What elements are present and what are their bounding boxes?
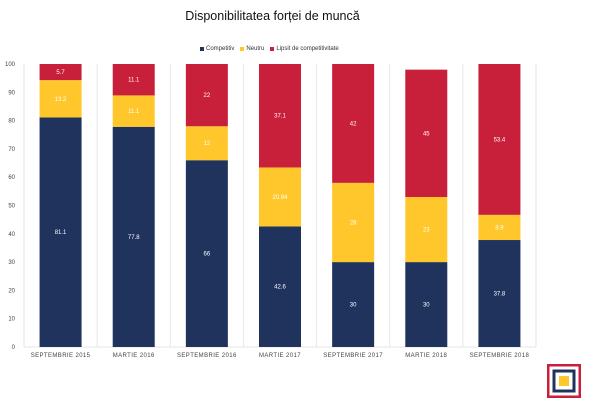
y-tick-label: 30 — [8, 260, 15, 266]
bar-segment — [39, 117, 82, 347]
data-label: 23 — [423, 228, 430, 234]
legend-item-0: Competitiv — [200, 46, 234, 52]
data-label: 30 — [350, 303, 357, 309]
legend-label: Neutru — [246, 46, 265, 52]
legend-item-1: Neutru — [240, 46, 264, 52]
data-label: 37.1 — [274, 114, 286, 120]
bar-segment — [112, 95, 155, 127]
legend-label: Competitiv — [206, 46, 235, 52]
data-label: 20.84 — [272, 195, 288, 201]
legend-swatch-icon — [240, 47, 245, 51]
bar-segment — [112, 64, 155, 96]
y-tick-label: 60 — [8, 175, 15, 181]
x-tick-label: SEPTEMBRIE 2015 — [31, 353, 91, 359]
y-tick-label: 80 — [8, 119, 15, 125]
legend-swatch-icon — [200, 47, 204, 51]
x-tick-label: MARTIE 2016 — [113, 353, 155, 359]
legend-label: Lipsit de competitivitate — [276, 46, 339, 52]
data-label: 81.1 — [55, 230, 67, 236]
x-tick-label: SEPTEMBRIE 2016 — [177, 353, 237, 359]
bar-segment — [185, 160, 228, 347]
y-tick-label: 10 — [8, 317, 15, 323]
bar-segment — [185, 64, 228, 127]
data-label: 8.9 — [495, 225, 504, 231]
bar-segment — [39, 64, 82, 81]
y-tick-label: 70 — [8, 147, 15, 153]
y-tick-label: 40 — [8, 232, 15, 238]
data-label: 11.1 — [128, 109, 140, 115]
y-tick-label: 0 — [12, 345, 16, 351]
bar-segment — [478, 64, 521, 215]
y-tick-label: 100 — [5, 62, 16, 68]
x-tick-label: MARTIE 2017 — [259, 353, 301, 359]
bar-segment — [478, 214, 521, 241]
data-label: 42 — [350, 121, 357, 127]
bar-segment — [185, 126, 228, 161]
x-tick-label: SEPTEMBRIE 2017 — [323, 353, 383, 359]
legend-swatch-icon — [270, 47, 275, 51]
data-label: 53.4 — [494, 137, 506, 143]
bar-segment — [332, 182, 375, 263]
data-label: 12 — [204, 141, 211, 147]
data-label: 28 — [350, 220, 357, 226]
data-label: 30 — [423, 303, 430, 309]
y-tick-label: 90 — [8, 90, 15, 96]
chart-legend: Competitiv Neutru Lipsit de competitivitat… — [200, 44, 345, 54]
bar-segment — [405, 197, 448, 263]
bar-segment — [405, 69, 448, 198]
bar-segment — [39, 80, 82, 118]
x-tick-label: SEPTEMBRIE 2018 — [470, 353, 530, 359]
bar-segment — [405, 262, 448, 347]
bar-segment — [259, 64, 301, 168]
data-label: 13.2 — [55, 97, 67, 103]
bar-segment — [112, 126, 155, 348]
data-label: 66 — [204, 252, 211, 258]
x-tick-label: MARTIE 2018 — [405, 353, 447, 359]
data-label: 42.6 — [274, 285, 286, 291]
bar-segment — [332, 262, 375, 347]
data-label: 22 — [204, 93, 211, 99]
data-label: 37.8 — [494, 292, 506, 298]
legend-item-2: Lipsit de competitivitate — [270, 46, 339, 52]
data-label: 5.7 — [56, 70, 65, 76]
y-tick-label: 20 — [8, 288, 15, 294]
bar-segment — [478, 240, 521, 347]
bar-segment — [259, 226, 301, 347]
data-label: 11.1 — [128, 78, 140, 84]
y-tick-label: 50 — [8, 204, 15, 210]
bar-segment — [332, 64, 375, 183]
data-label: 45 — [423, 131, 430, 137]
square-bracket-logo-icon — [546, 363, 582, 399]
data-label: 77.8 — [128, 235, 140, 241]
chart-title: Disponibilitatea forței de muncă — [185, 9, 360, 23]
bar-segment — [259, 167, 301, 227]
